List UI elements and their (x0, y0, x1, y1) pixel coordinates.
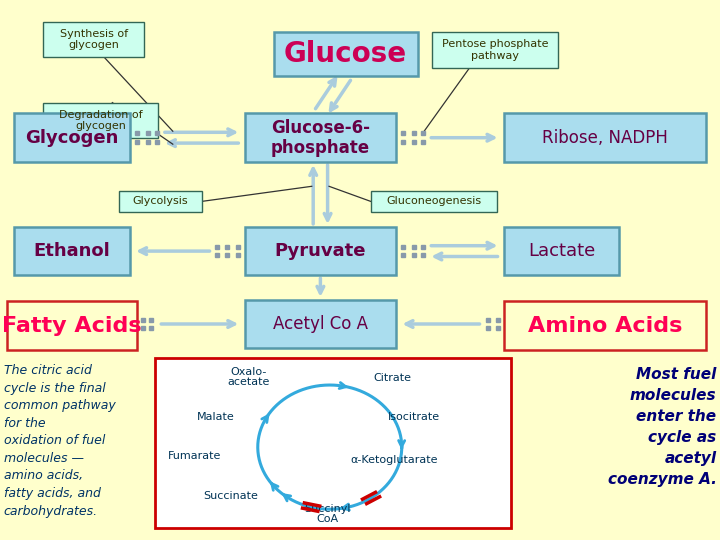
FancyBboxPatch shape (504, 113, 706, 162)
FancyBboxPatch shape (371, 191, 497, 212)
Text: Synthesis of
glycogen: Synthesis of glycogen (60, 29, 127, 50)
FancyBboxPatch shape (274, 32, 418, 76)
Text: Fatty Acids: Fatty Acids (2, 315, 142, 336)
Text: Ethanol: Ethanol (34, 242, 110, 260)
Text: Lactate: Lactate (528, 242, 595, 260)
Text: Glucose-6-
phosphate: Glucose-6- phosphate (271, 119, 370, 157)
Text: Pentose phosphate
pathway: Pentose phosphate pathway (442, 39, 548, 60)
Text: Citrate: Citrate (374, 373, 411, 383)
Text: Glucose: Glucose (284, 40, 408, 68)
FancyBboxPatch shape (43, 103, 158, 138)
FancyBboxPatch shape (155, 358, 511, 528)
Text: Glycolysis: Glycolysis (132, 197, 188, 206)
Text: Fumarate: Fumarate (168, 451, 221, 461)
Text: The citric acid
cycle is the final
common pathway
for the
oxidation of fuel
mole: The citric acid cycle is the final commo… (4, 364, 115, 517)
FancyBboxPatch shape (504, 227, 619, 275)
FancyBboxPatch shape (432, 32, 558, 68)
FancyBboxPatch shape (14, 227, 130, 275)
Text: Malate: Malate (197, 412, 235, 422)
Text: Gluconeogenesis: Gluconeogenesis (386, 197, 482, 206)
Text: Succinate: Succinate (203, 491, 258, 501)
FancyBboxPatch shape (504, 301, 706, 350)
Text: Degradation of
glycogen: Degradation of glycogen (59, 110, 143, 131)
FancyBboxPatch shape (43, 22, 144, 57)
Text: Succinyl
CoA: Succinyl CoA (305, 504, 351, 524)
FancyBboxPatch shape (119, 191, 202, 212)
Text: Acetyl Co A: Acetyl Co A (273, 315, 368, 333)
FancyBboxPatch shape (245, 300, 396, 348)
FancyBboxPatch shape (14, 113, 130, 162)
FancyBboxPatch shape (245, 227, 396, 275)
Text: Most fuel
molecules
enter the
cycle as
acetyl
coenzyme A.: Most fuel molecules enter the cycle as a… (608, 367, 716, 487)
Text: α-Ketoglutarate: α-Ketoglutarate (351, 455, 438, 465)
Text: Isocitrate: Isocitrate (388, 412, 440, 422)
Text: Glycogen: Glycogen (25, 129, 119, 147)
Text: Amino Acids: Amino Acids (528, 315, 682, 336)
FancyBboxPatch shape (245, 113, 396, 162)
Text: Ribose, NADPH: Ribose, NADPH (542, 129, 667, 147)
FancyBboxPatch shape (7, 301, 137, 350)
Text: Oxalo-
acetate: Oxalo- acetate (228, 367, 269, 387)
Text: Pyruvate: Pyruvate (274, 242, 366, 260)
